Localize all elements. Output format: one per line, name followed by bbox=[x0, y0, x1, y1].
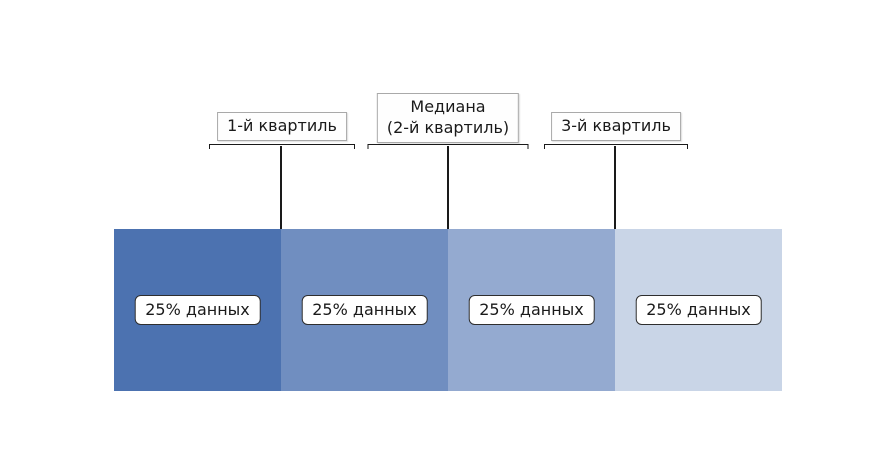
label-first-quartile: 1-й квартиль bbox=[217, 112, 347, 141]
label-first-quartile-text: 1-й квартиль bbox=[227, 116, 337, 135]
segment-label: 25% данных bbox=[635, 295, 762, 325]
bracket-first-quartile bbox=[209, 144, 355, 149]
bracket-third-quartile bbox=[544, 144, 688, 149]
segment-quartile-4: 25% данных bbox=[615, 229, 782, 391]
connector-line-first-quartile bbox=[280, 146, 282, 229]
label-median-line-2: (2-й квартиль) bbox=[386, 117, 510, 137]
segment-label: 25% данных bbox=[301, 295, 428, 325]
segment-label: 25% данных bbox=[134, 295, 261, 325]
bracket-median bbox=[367, 144, 529, 149]
segment-quartile-2: 25% данных bbox=[281, 229, 448, 391]
connector-line-third-quartile bbox=[614, 146, 616, 229]
segment-label: 25% данных bbox=[468, 295, 595, 325]
segment-quartile-1: 25% данных bbox=[114, 229, 281, 391]
connector-line-median bbox=[447, 146, 449, 229]
label-third-quartile-text: 3-й квартиль bbox=[561, 116, 671, 135]
segment-quartile-3: 25% данных bbox=[448, 229, 615, 391]
label-median-line-1: Медиана bbox=[410, 97, 486, 116]
label-median: Медиана (2-й квартиль) bbox=[376, 93, 520, 143]
label-third-quartile: 3-й квартиль bbox=[551, 112, 681, 141]
